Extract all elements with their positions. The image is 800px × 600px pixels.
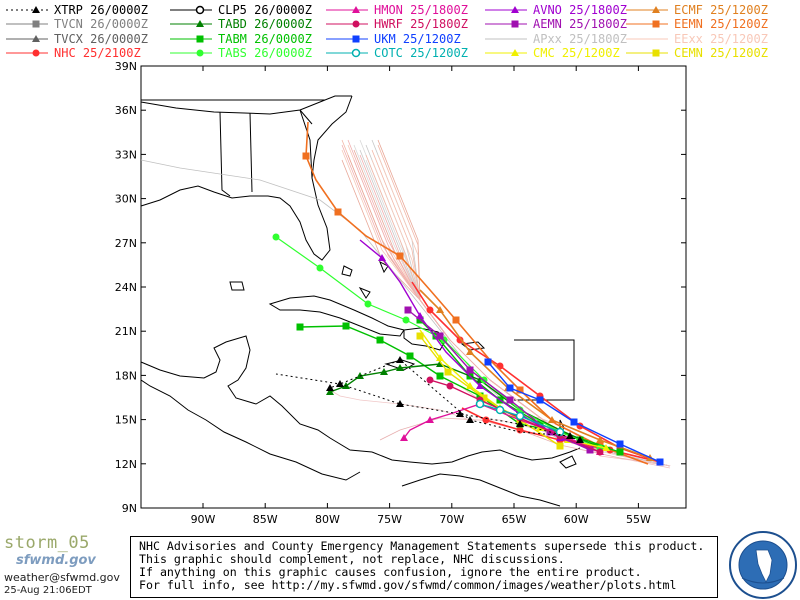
model-tracks xyxy=(140,121,671,469)
disclaimer-box: NHC Advisories and County Emergency Mana… xyxy=(130,536,718,598)
legend-label: TABM 26/0000Z xyxy=(218,31,312,46)
legend-swatch xyxy=(326,35,368,43)
disclaimer-line: This graphic should complement, not repl… xyxy=(139,552,565,566)
legend-item: NHC 25/2100Z xyxy=(4,46,141,60)
lat-label: 39N xyxy=(115,60,137,73)
legend-item: COTC 25/1200Z xyxy=(324,46,468,60)
legend-swatch xyxy=(6,34,48,42)
legend-item: AVNO 25/1800Z xyxy=(483,3,627,17)
timestamp: 25-Aug 21:06EDT xyxy=(4,585,92,596)
disclaimer-line: NHC Advisories and County Emergency Mana… xyxy=(139,539,705,553)
legend-swatch xyxy=(485,38,527,40)
legend-item: APxx 25/1800Z xyxy=(483,32,627,46)
legend-swatch xyxy=(170,5,212,15)
legend-swatch xyxy=(326,48,368,58)
lon-label: 75W xyxy=(377,513,402,526)
lat-label: 15N xyxy=(115,414,137,427)
legend-label: HMON 25/1800Z xyxy=(374,3,468,17)
legend-swatch xyxy=(170,35,212,43)
legend-label: NHC 25/2100Z xyxy=(54,45,141,60)
legend-item: TABS 26/0000Z xyxy=(168,46,312,60)
legend-swatch xyxy=(170,49,212,57)
legend-item: TABM 26/0000Z xyxy=(168,32,312,46)
legend-item: CLP5 26/0000Z xyxy=(168,3,312,17)
lat-label: 24N xyxy=(115,281,137,294)
legend-item: HMON 25/1800Z xyxy=(324,3,468,17)
legend-swatch xyxy=(170,20,212,28)
legend-label: CMC 25/1200Z xyxy=(533,45,620,60)
legend-label: AEMN 25/1800Z xyxy=(533,17,627,32)
legend-swatch xyxy=(485,48,527,56)
legend-label: ECMF 25/1200Z xyxy=(674,3,768,17)
legend-swatch xyxy=(485,20,527,28)
lat-label: 30N xyxy=(115,193,137,206)
lat-label: 21N xyxy=(115,325,137,338)
legend-label: AVNO 25/1800Z xyxy=(533,3,627,17)
sfwmd-logo-text: sfwmd.gov xyxy=(16,553,96,568)
legend-label: EEMN 25/1200Z xyxy=(674,17,768,32)
legend-swatch xyxy=(485,6,527,13)
legend-swatch xyxy=(6,6,48,13)
lat-label: 33N xyxy=(115,148,137,161)
legend-label: COTC 25/1200Z xyxy=(374,45,468,60)
legend-item: AEMN 25/1800Z xyxy=(483,17,627,31)
contact-email: weather@sfwmd.gov xyxy=(4,571,120,584)
legend-item: ECMF 25/1200Z xyxy=(624,3,768,17)
legend-label: XTRP 26/0000Z xyxy=(54,3,148,17)
legend-label: TABS 26/0000Z xyxy=(218,45,312,60)
lon-label: 55W xyxy=(626,513,651,526)
lon-label: 80W xyxy=(315,513,340,526)
legend-swatch xyxy=(626,49,668,57)
disclaimer-line: If anything on this graphic causes confu… xyxy=(139,565,642,579)
disclaimer-line: For full info, see http://my.sfwmd.gov/s… xyxy=(139,578,677,592)
legend-swatch xyxy=(626,20,668,28)
legend-label: TVCX 26/0000Z xyxy=(54,31,148,46)
legend-swatch xyxy=(6,20,48,28)
lon-label: 65W xyxy=(502,513,527,526)
lon-label: 70W xyxy=(439,513,464,526)
legend-swatch xyxy=(626,38,668,40)
legend-item: EEMN 25/1200Z xyxy=(624,17,768,31)
axis-ticks: 39N 36N 33N 30N 27N 24N 21N 18N 15N 12N 9N 90W 85W 80… xyxy=(115,60,686,526)
storm-name: storm_05 xyxy=(4,533,90,553)
legend-label: UKM 25/1200Z xyxy=(374,31,461,46)
model-legend: XTRP 26/0000Z TVCN 26/0000Z TVCX 26/0000Z N… xyxy=(0,0,800,60)
legend-swatch xyxy=(626,6,668,13)
lat-label: 18N xyxy=(115,369,137,382)
legend-item: HWRF 25/1800Z xyxy=(324,17,468,31)
legend-swatch xyxy=(6,49,48,57)
lon-label: 60W xyxy=(564,513,589,526)
legend-item: UKM 25/1200Z xyxy=(324,32,461,46)
lat-label: 12N xyxy=(115,458,137,471)
legend-item: CMC 25/1200Z xyxy=(483,46,620,60)
legend-label: TABD 26/0000Z xyxy=(218,17,312,32)
legend-label: APxx 25/1800Z xyxy=(533,31,627,46)
lon-label: 90W xyxy=(191,513,216,526)
legend-item: TVCX 26/0000Z xyxy=(4,32,148,46)
legend-item: TVCN 26/0000Z xyxy=(4,17,148,31)
sfwmd-seal-logo xyxy=(729,531,797,599)
legend-item: CEMN 25/1200Z xyxy=(624,46,768,60)
lon-label: 85W xyxy=(253,513,278,526)
legend-swatch xyxy=(326,20,368,28)
legend-swatch xyxy=(326,6,368,13)
legend-label: CEMN 25/1200Z xyxy=(674,45,768,60)
legend-item: TABD 26/0000Z xyxy=(168,17,312,31)
lat-label: 36N xyxy=(115,104,137,117)
legend-label: CLP5 26/0000Z xyxy=(218,3,312,17)
legend-item: XTRP 26/0000Z xyxy=(4,3,148,17)
legend-item: EExx 25/1200Z xyxy=(624,32,768,46)
lat-label: 27N xyxy=(115,237,137,250)
legend-label: EExx 25/1200Z xyxy=(674,31,768,46)
legend-label: HWRF 25/1800Z xyxy=(374,17,468,32)
legend-label: TVCN 26/0000Z xyxy=(54,17,148,32)
lat-label: 9N xyxy=(122,502,137,515)
track-map: 39N 36N 33N 30N 27N 24N 21N 18N 15N 12N 9N 90W 85W 80… xyxy=(115,60,687,526)
